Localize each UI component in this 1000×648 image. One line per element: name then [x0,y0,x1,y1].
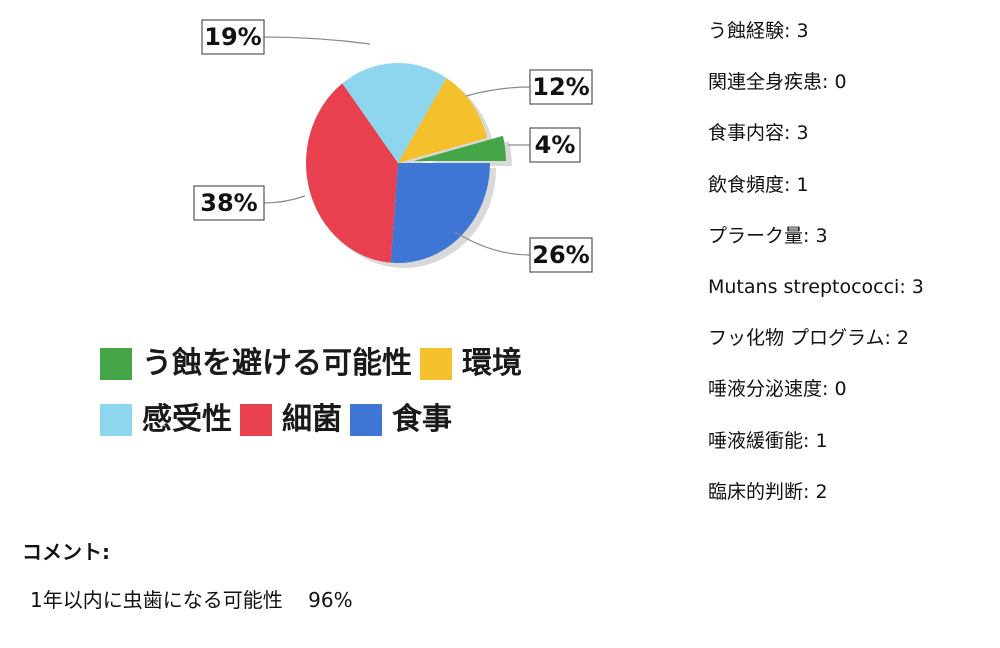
score-value: 0 [834,378,847,401]
pie-slice-bacteria [306,83,398,263]
risk-factor-scores: う蝕経験: 3 関連全身疾患: 0 食事内容: 3 飲食頻度: 1 プラーク量:… [708,6,998,518]
score-mutans-streptococci: Mutans streptococci: 3 [708,262,998,313]
score-label: 唾液分泌速度: [708,378,829,401]
data-label-environment: 12% [532,73,589,101]
data-label-caries-avoidance: 4% [535,131,576,159]
score-fluoride-program: フッ化物 プログラム: 2 [708,313,998,364]
pie-slice-caries-avoidance [413,135,506,161]
score-label: 臨床的判断: [708,480,810,503]
score-saliva-buffer-capacity: 唾液緩衝能: 1 [708,416,998,467]
score-label: プラーク量: [708,224,810,247]
score-related-disease: 関連全身疾患: 0 [708,57,998,108]
leader-line-bacteria [263,195,306,204]
score-label: う蝕経験: [708,20,791,42]
score-value: 2 [896,327,910,350]
score-value: 3 [796,20,809,42]
pie-slice-susceptibility [342,62,447,163]
legend-label: 細菌 [282,402,342,437]
score-clinical-judgement: 臨床的判断: 2 [708,467,998,518]
legend-label: う蝕を避ける可能性 [142,346,412,381]
legend-swatch [350,404,382,436]
comment-heading: コメント: [22,540,110,564]
score-value: 0 [834,71,847,94]
score-value: 2 [815,480,828,503]
legend-swatch [100,404,132,436]
legend-row-1: う蝕を避ける可能性 環境 [100,336,580,392]
legend-label: 感受性 [142,402,232,437]
data-label-box-environment [529,69,593,105]
data-label-box-bacteria [193,185,265,221]
score-label: フッ化物 プログラム: [708,327,891,350]
legend-item-caries-avoidance: う蝕を避ける可能性 [100,336,412,392]
data-label-bacteria: 38% [200,189,257,217]
score-label: 食事内容: [708,122,791,145]
legend-swatch [420,348,452,380]
risk-label: 1年以内に虫歯になる可能性 [30,588,283,612]
legend-item-diet: 食事 [350,392,452,448]
pie-slice-environment [398,78,488,163]
score-value: 3 [796,122,809,145]
score-value: 1 [796,173,809,196]
data-label-diet: 26% [532,241,589,269]
score-saliva-secretion-rate: 唾液分泌速度: 0 [708,364,998,415]
legend-swatch [240,404,272,436]
pie-slice-diet [390,163,490,263]
legend-item-bacteria: 細菌 [240,392,342,448]
score-value: 1 [815,429,828,452]
score-label: Mutans streptococci: [708,276,906,299]
score-plaque-amount: プラーク量: 3 [708,211,998,262]
leader-line-susceptibility [263,36,371,45]
data-label-box-caries-avoidance [529,127,581,163]
score-value: 3 [911,276,924,299]
score-label: 関連全身疾患: [708,71,829,94]
data-label-susceptibility: 19% [204,23,261,51]
caries-risk-line: 1年以内に虫歯になる可能性 96% [30,584,353,613]
leader-line-environment [465,86,531,97]
legend-item-susceptibility: 感受性 [100,392,232,448]
legend-label: 環境 [462,346,522,381]
chart-legend: う蝕を避ける可能性 環境 感受性 細菌 食事 [100,336,580,448]
legend-label: 食事 [392,402,452,437]
risk-value: 96% [308,588,353,612]
leader-line-diet [454,231,531,256]
score-caries-experience: う蝕経験: 3 [708,6,998,57]
legend-item-environment: 環境 [420,336,522,392]
legend-swatch [100,348,132,380]
data-label-box-diet [529,237,593,273]
score-diet-content: 食事内容: 3 [708,108,998,159]
data-label-box-susceptibility [201,19,265,55]
legend-row-2: 感受性 細菌 食事 [100,392,580,448]
score-label: 唾液緩衝能: [708,429,810,452]
score-value: 3 [815,224,828,247]
pie-chart: 4% 12% 19% 38% 26% [193,19,593,273]
score-label: 飲食頻度: [708,173,791,196]
score-diet-frequency: 飲食頻度: 1 [708,160,998,211]
